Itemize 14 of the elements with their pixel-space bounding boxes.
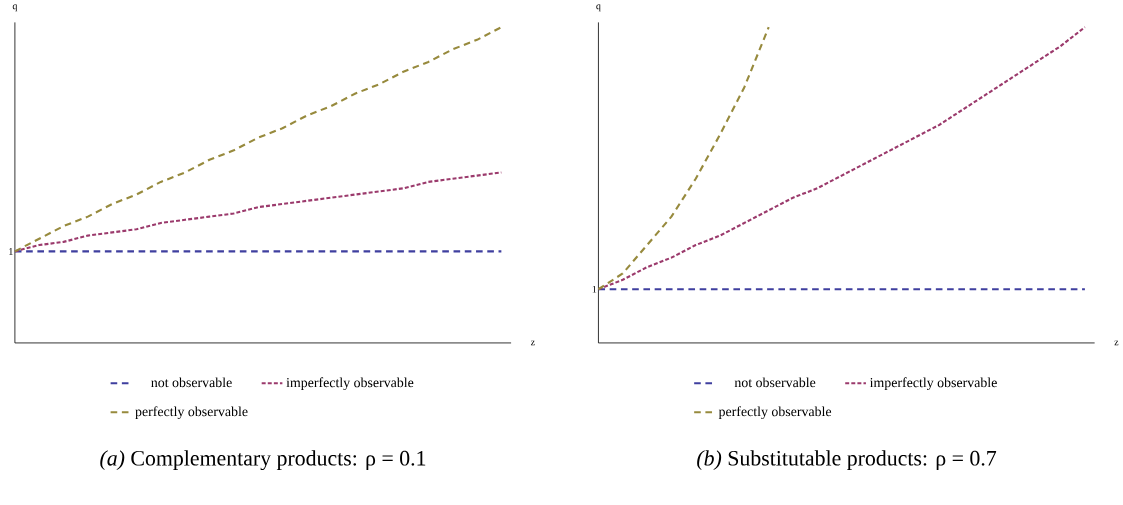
legend-label: not observable <box>734 377 816 388</box>
y-axis-title: q <box>596 4 601 12</box>
legend-label: perfectly observable <box>718 406 832 420</box>
legend-label: imperfectly observable <box>286 377 414 391</box>
legend-label: not observable <box>151 377 232 388</box>
x-axis-title: z <box>530 340 535 346</box>
legend-label: perfectly observable <box>135 406 248 420</box>
legend-label: imperfectly observable <box>869 377 997 391</box>
text: (b) Substitutable products: ρ = 0.7 <box>697 450 997 471</box>
x-axis-title: z <box>1114 340 1119 346</box>
annotation: 1 <box>9 248 13 255</box>
annotation: 1 <box>592 286 597 293</box>
y-axis-title: q <box>12 4 18 12</box>
text: (a) Complementary products: ρ = 0.1 <box>100 450 426 471</box>
